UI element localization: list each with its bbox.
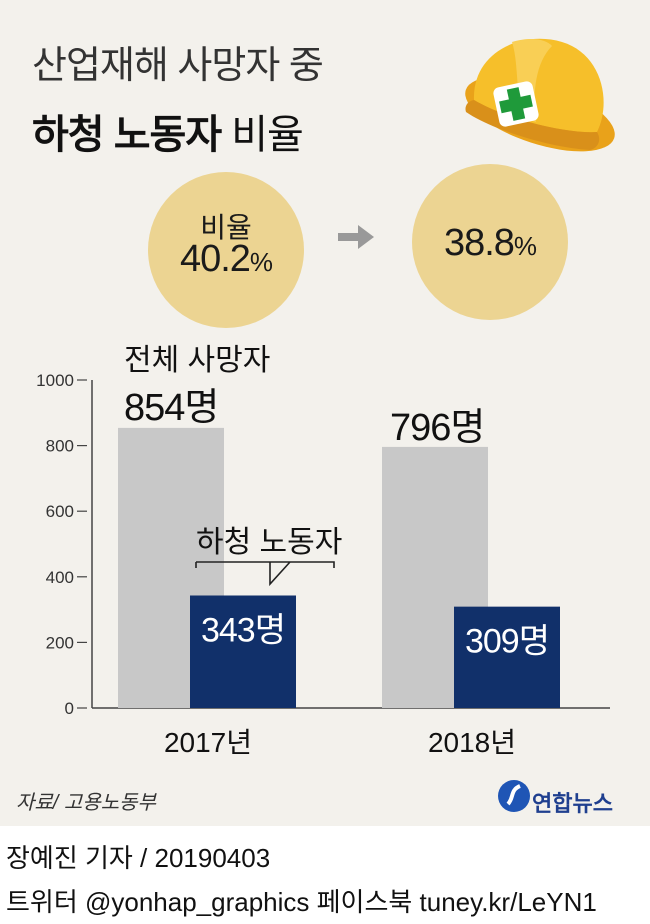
title-line-2: 하청 노동자 비율 [32,102,304,160]
credits-footer: 장예진 기자 / 20190403 트위터 @yonhap_graphics 페… [0,826,650,924]
reporter-name: 장예진 기자 [6,843,133,873]
publish-date: / 20190403 [132,843,271,873]
source-note: 자료/ 고용노동부 [16,792,156,814]
callout-bracket [195,561,335,587]
ratio-value-2018: 38.8% [443,222,537,264]
title-line-1: 산업재해 사망자 중 [32,45,324,87]
subcontractor-bar [190,595,296,708]
ratio-value-2017: 40.2% [179,238,273,280]
y-tick-label: 1000 [36,371,74,390]
y-tick-label: 600 [46,502,74,521]
hard-hat-icon [465,38,615,152]
series-label-subcontractor: 하청 노동자 [196,526,342,559]
ratio-circle-2017: 비율 40.2% [148,172,304,328]
title-rest: 비율 [221,113,304,157]
series-label-total: 전체 사망자 [124,344,270,377]
ratio-label: 비율 [200,212,252,243]
subcontractor-value-label: 343명 [201,611,285,649]
y-tick-label: 200 [46,633,74,652]
infographic-panel: 산업재해 사망자 중 하청 노동자 비율 비율 40.2% 38.8% 1000… [0,0,650,826]
subcontractor-bar [454,606,560,708]
title-emphasis: 하청 노동자 [32,113,222,157]
ratio-circle-2018: 38.8% [412,164,568,320]
yonhap-logo-icon [498,780,530,812]
y-tick-label: 800 [46,437,74,456]
y-tick-label: 400 [46,568,74,587]
bar-chart: 1000 800 600 400 200 0 854명 343명 2017년 796명 309명 20… [36,344,610,758]
total-value-label: 796명 [390,407,484,449]
x-tick-label: 2018년 [428,727,516,758]
right-arrow-icon [338,225,374,249]
yonhap-logo-text: 연합뉴스 [532,791,613,816]
x-tick-label: 2017년 [164,727,252,758]
reporter-line: 장예진 기자 / 20190403 [6,838,270,875]
social-links[interactable]: 트위터 @yonhap_graphics 페이스북 tuney.kr/LeYN1 [6,887,597,917]
subcontractor-value-label: 309명 [465,623,549,661]
total-value-label: 854명 [124,387,218,429]
y-tick-label: 0 [65,699,74,718]
